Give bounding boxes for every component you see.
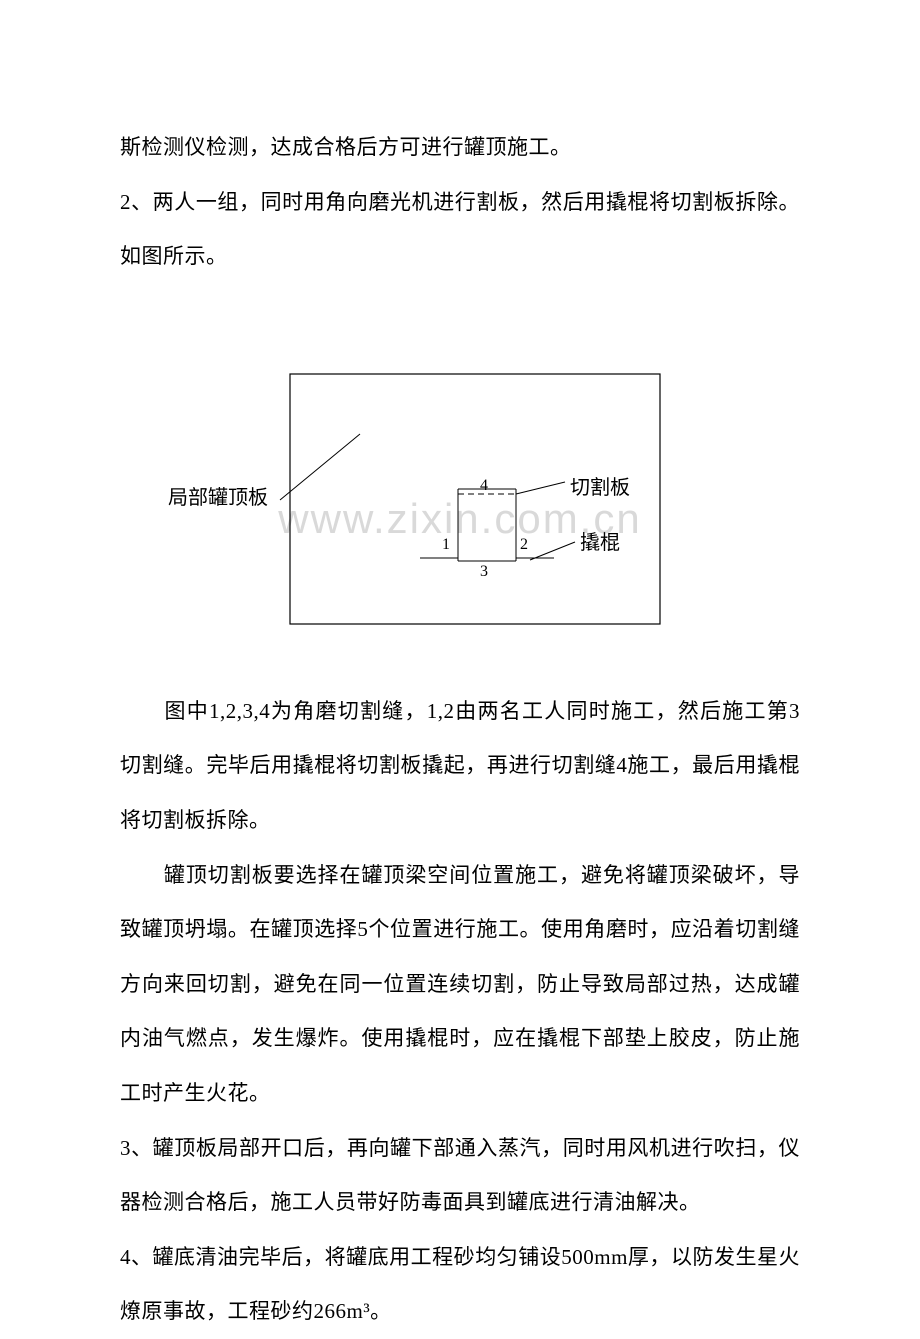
- paragraph-2: 2、两人一组，同时用角向磨光机进行割板，然后用撬棍将切割板拆除。如图所示。: [120, 175, 800, 284]
- document-body: 斯检测仪检测，达成合格后方可进行罐顶施工。 2、两人一组，同时用角向磨光机进行割…: [120, 120, 800, 1339]
- label-left-plate: 局部罐顶板: [168, 486, 268, 509]
- paragraph-1: 斯检测仪检测，达成合格后方可进行罐顶施工。: [120, 120, 800, 175]
- label-num-3: 3: [480, 563, 488, 580]
- diagram-svg: 局部罐顶板 切割板 撬棍 1 2 3 4: [120, 354, 800, 644]
- paragraph-3: 罐顶切割板要选择在罐顶梁空间位置施工，避免将罐顶梁破坏，导致罐顶坍塌。在罐顶选择…: [120, 848, 800, 1121]
- label-crowbar: 撬棍: [580, 531, 620, 554]
- leader-left: [280, 434, 360, 500]
- diagram-caption: 图中1,2,3,4为角磨切割缝，1,2由两名工人同时施工，然后施工第3切割缝。完…: [120, 684, 800, 848]
- label-num-2: 2: [520, 536, 528, 553]
- label-num-4: 4: [480, 477, 488, 494]
- label-num-1: 1: [442, 536, 450, 553]
- outer-plate-rect: [290, 374, 660, 624]
- leader-cutplate: [516, 482, 565, 494]
- tank-top-diagram: 局部罐顶板 切割板 撬棍 1 2 3 4: [120, 354, 800, 674]
- leader-crowbar: [530, 542, 575, 560]
- paragraph-4: 3、罐顶板局部开口后，再向罐下部通入蒸汽，同时用风机进行吹扫，仪器检测合格后，施…: [120, 1121, 800, 1230]
- label-cut-plate: 切割板: [570, 476, 630, 499]
- paragraph-5: 4、罐底清油完毕后，将罐底用工程砂均匀铺设500mm厚，以防发生星火燎原事故，工…: [120, 1230, 800, 1339]
